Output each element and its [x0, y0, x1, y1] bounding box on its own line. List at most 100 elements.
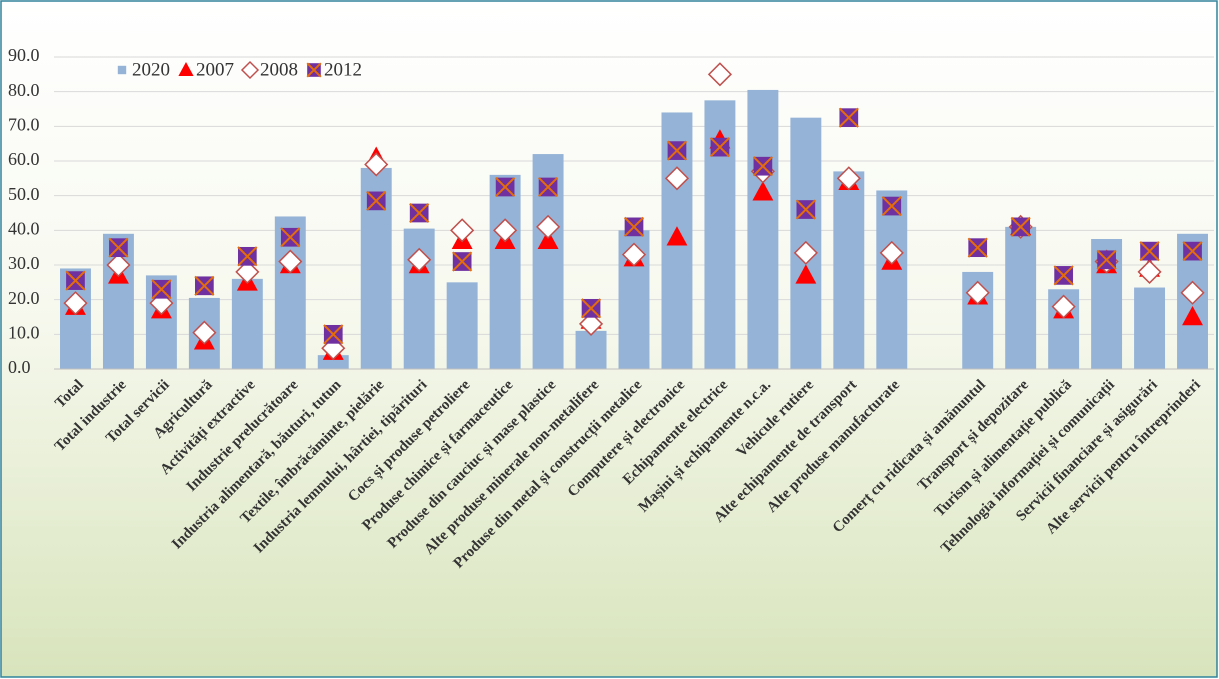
marker-diamond [621, 242, 647, 267]
marker-cross [666, 140, 688, 161]
y-tick-label: 60.0 [8, 149, 40, 169]
x [538, 176, 559, 198]
marker-diamond [578, 311, 604, 336]
y-tick-label: 70.0 [8, 114, 40, 134]
diamond [235, 259, 260, 284]
diamond [364, 152, 389, 177]
marker-cross [795, 199, 816, 220]
diamond [664, 166, 690, 191]
marker-triangle [795, 264, 817, 284]
y-tick-label: 30.0 [8, 253, 40, 273]
bar [876, 190, 908, 369]
diamond [192, 320, 217, 345]
bar [1134, 287, 1166, 369]
marker-diamond [1180, 280, 1205, 305]
x [623, 216, 645, 237]
x [237, 246, 258, 267]
marker-diamond [407, 247, 432, 272]
marker-cross [709, 137, 730, 158]
diamond [493, 218, 518, 243]
triangle [666, 226, 688, 246]
marker-cross [306, 62, 322, 78]
x [1010, 216, 1031, 237]
marker-diamond [1137, 259, 1162, 284]
diamond [707, 62, 732, 87]
marker-square [117, 65, 127, 75]
diamond [1137, 259, 1162, 284]
square [117, 65, 127, 75]
x [194, 275, 215, 296]
marker-cross [194, 275, 215, 296]
bar [1005, 226, 1037, 369]
diamond [621, 242, 647, 267]
diamond [407, 247, 432, 272]
x [580, 298, 602, 319]
legend-item: 2008 [240, 59, 298, 80]
marker-cross [967, 237, 988, 258]
marker-cross [366, 190, 387, 211]
x [752, 156, 773, 177]
marker-cross [1182, 241, 1203, 262]
legend-item: 2007 [178, 59, 234, 80]
marker-cross [108, 237, 129, 258]
marker-cross [1010, 216, 1031, 237]
marker-triangle [666, 226, 688, 246]
x [495, 176, 516, 198]
marker-diamond [240, 60, 260, 80]
marker-diamond [664, 166, 690, 191]
diamond [836, 166, 861, 191]
diamond [536, 214, 561, 239]
y-tick-label: 90.0 [8, 45, 40, 65]
triangle [752, 181, 774, 201]
bar [747, 89, 779, 369]
marker-diamond [965, 280, 990, 305]
marker-diamond [1051, 294, 1076, 319]
x [452, 251, 473, 272]
marker-diamond [836, 166, 861, 191]
marker-diamond [278, 249, 303, 274]
diamond [450, 218, 475, 243]
diamond [793, 240, 818, 265]
diamond [106, 252, 131, 278]
diamond [578, 311, 604, 336]
legend-item: 2020 [117, 59, 170, 80]
x [366, 190, 387, 211]
bar [575, 330, 607, 369]
diamond [278, 249, 303, 274]
marker-cross [623, 216, 645, 237]
marker-diamond [536, 214, 561, 239]
bar [489, 174, 521, 369]
bar [446, 282, 478, 369]
x [1053, 265, 1074, 286]
x [409, 202, 430, 224]
legend-label: 2008 [260, 59, 298, 80]
marker-diamond [192, 320, 217, 345]
marker-diamond [106, 252, 131, 278]
marker-cross [323, 324, 344, 345]
x [838, 107, 859, 128]
triangle [537, 229, 559, 249]
y-tick-label: 80.0 [8, 80, 40, 100]
x [881, 196, 902, 217]
x [1182, 241, 1203, 262]
marker-cross [1139, 241, 1160, 262]
diamond [879, 240, 904, 265]
marker-diamond [63, 291, 88, 316]
x [151, 279, 172, 300]
marker-cross [538, 176, 559, 198]
diamond [1180, 280, 1205, 305]
diamond [965, 280, 990, 305]
marker-cross [881, 196, 902, 217]
marker-cross [237, 246, 258, 267]
x [1139, 241, 1160, 262]
marker-cross [580, 298, 602, 319]
x [666, 140, 688, 161]
x [65, 270, 86, 291]
marker-cross [752, 156, 773, 177]
marker-diamond [879, 240, 904, 265]
marker-triangle [178, 62, 194, 76]
legend-label: 2007 [196, 59, 234, 80]
x [306, 62, 322, 78]
x [709, 137, 730, 158]
